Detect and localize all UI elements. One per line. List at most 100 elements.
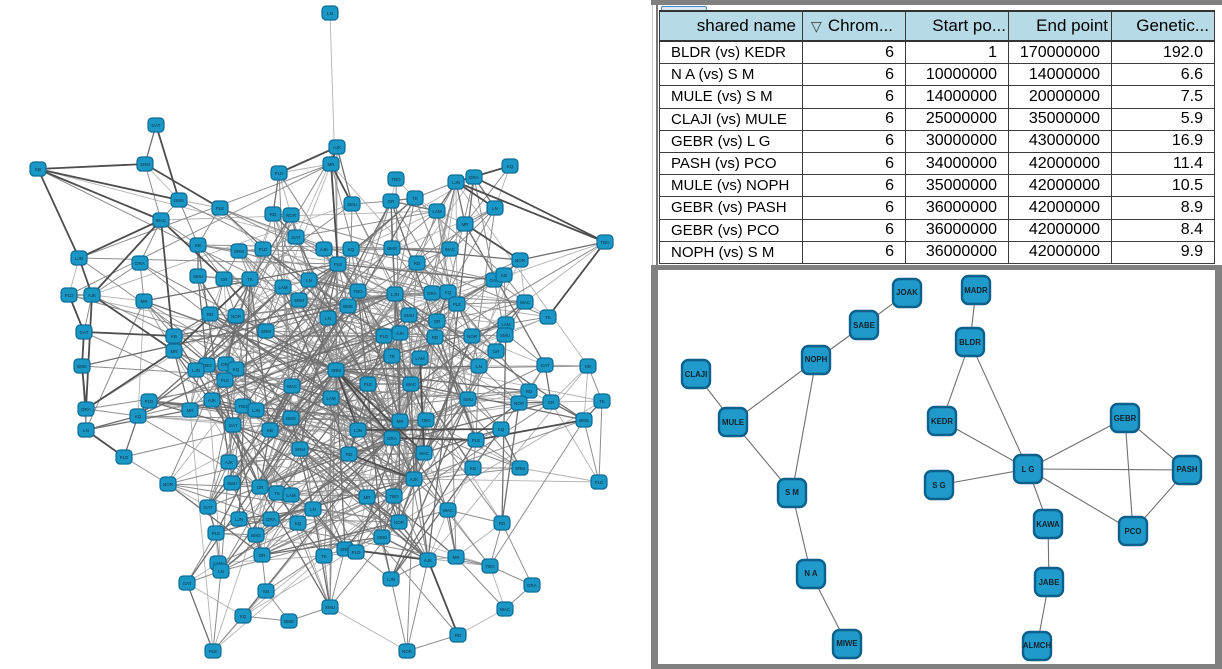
svg-text:TBO: TBO [353,289,363,294]
svg-text:NOR: NOR [402,649,413,654]
svg-text:JABE: JABE [1039,578,1060,587]
svg-text:GAT: GAT [183,581,192,586]
svg-text:WAC: WAC [406,382,417,387]
svg-text:LAM: LAM [415,356,425,361]
svg-text:JOAK: JOAK [896,288,918,297]
svg-text:DRA: DRA [387,436,397,441]
svg-text:LJN: LJN [235,517,243,522]
svg-text:NOPH: NOPH [805,355,828,364]
svg-text:PLD: PLD [65,293,75,298]
svg-text:TK: TK [389,354,395,359]
svg-text:TK: TK [247,277,253,282]
svg-text:BMS: BMS [174,198,184,203]
svg-text:AJK: AJK [424,558,432,563]
svg-text:GR: GR [548,400,556,405]
svg-text:WAC: WAC [520,300,531,305]
svg-text:RD: RD [346,452,353,457]
svg-text:GAT: GAT [229,423,238,428]
svg-text:AJK: AJK [396,331,404,336]
svg-text:BMS: BMS [77,364,87,369]
svg-text:S M: S M [785,488,799,497]
svg-text:PLE: PLE [221,378,230,383]
svg-text:SMU: SMU [347,202,357,207]
svg-text:GR: GR [434,319,442,324]
svg-text:SRM: SRM [331,368,341,373]
svg-text:GR: GR [257,485,265,490]
svg-text:SRM: SRM [294,298,304,303]
svg-text:DRA: DRA [427,291,437,296]
svg-text:NOR: NOR [515,258,526,263]
svg-text:LAM: LAM [326,396,336,401]
svg-text:BMS: BMS [286,416,296,421]
svg-text:GAT: GAT [541,363,550,368]
svg-text:KQ: KQ [295,521,302,526]
svg-text:AJK: AJK [208,398,216,403]
svg-text:MR: MR [171,349,179,354]
svg-text:SMU: SMU [404,313,414,318]
svg-text:PLD: PLD [145,399,155,404]
svg-text:GR: GR [493,349,501,354]
svg-text:LN: LN [310,507,316,512]
svg-text:KB: KB [171,334,177,339]
svg-text:SRM: SRM [340,547,350,552]
svg-text:SMU: SMU [377,535,387,540]
svg-text:PASH: PASH [1176,465,1197,474]
svg-text:MR: MR [453,555,461,560]
svg-text:LN: LN [83,428,89,433]
svg-text:KB: KB [263,589,269,594]
svg-text:AJK: AJK [320,247,328,252]
svg-text:LAM: LAM [278,285,288,290]
svg-text:KQ: KQ [507,164,514,169]
svg-text:DRA: DRA [527,583,537,588]
svg-text:SMU: SMU [325,605,335,610]
svg-text:TBO: TBO [391,177,401,182]
svg-text:SRM: SRM [261,329,271,334]
svg-text:AJK: AJK [88,293,96,298]
svg-text:DRA: DRA [135,261,145,266]
svg-text:RD: RD [499,521,506,526]
svg-text:KAWA: KAWA [1036,520,1060,529]
svg-text:MIWE: MIWE [836,639,857,648]
svg-text:TK: TK [321,554,327,559]
svg-text:KB: KB [501,273,507,278]
svg-text:N A: N A [804,569,818,578]
svg-text:ALMCH: ALMCH [1023,641,1052,650]
svg-text:TBO: TBO [600,240,610,245]
svg-text:GR: GR [388,199,396,204]
svg-text:LN: LN [218,569,224,574]
svg-text:LAM: LAM [501,322,511,327]
svg-text:BMS: BMS [579,418,589,423]
svg-text:KQ: KQ [445,290,452,295]
svg-text:AJK: AJK [333,145,341,150]
svg-text:NOR: NOR [163,482,174,487]
svg-text:NOR: NOR [286,213,297,218]
svg-text:SRM: SRM [234,249,244,254]
svg-text:LJN: LJN [75,256,83,261]
svg-text:PLD: PLD [380,334,390,339]
svg-text:BMS: BMS [251,533,261,538]
svg-text:PLE: PLE [472,438,481,443]
svg-text:KQ: KQ [498,427,505,432]
svg-text:LAM: LAM [213,561,223,566]
svg-text:SRM: SRM [140,162,150,167]
svg-text:GAT: GAT [152,123,161,128]
svg-text:MADR: MADR [964,286,988,295]
svg-text:KB: KB [195,243,201,248]
svg-text:LN: LN [476,364,482,369]
svg-text:GAT: GAT [490,278,499,283]
svg-text:AJK: AJK [410,477,418,482]
svg-text:PLE: PLE [209,649,218,654]
svg-text:PLD: PLD [259,247,269,252]
svg-text:SMU: SMU [193,274,203,279]
svg-text:TBO: TBO [421,418,431,423]
svg-text:KB: KB [35,167,41,172]
svg-text:DRA: DRA [81,407,91,412]
svg-text:PLE: PLE [453,302,462,307]
svg-text:PCO: PCO [1125,527,1142,536]
svg-text:MR: MR [364,495,372,500]
svg-text:NOR: NOR [514,401,525,406]
svg-text:WAC: WAC [156,218,167,223]
svg-text:BLDR: BLDR [959,338,981,347]
svg-text:MR: MR [397,419,405,424]
svg-text:WAC: WAC [445,247,456,252]
